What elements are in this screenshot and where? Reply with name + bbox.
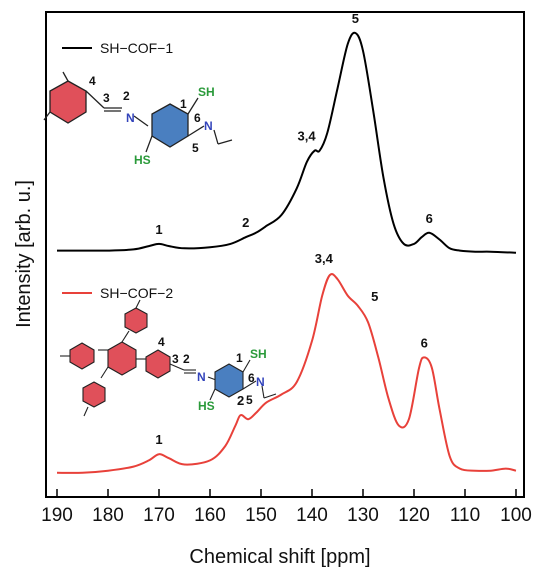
mol2-left-ring bbox=[69, 342, 95, 370]
peak-label: 2 bbox=[237, 393, 244, 408]
legend-label-cof2: SH−COF−2 bbox=[100, 285, 173, 301]
mol2-stub-top bbox=[135, 299, 141, 309]
peak-label: 3,4 bbox=[315, 251, 334, 266]
x-axis-title: Chemical shift [ppm] bbox=[189, 546, 370, 568]
molecule-cof2 bbox=[60, 299, 277, 417]
mol2-num-6: 6 bbox=[248, 371, 255, 385]
mol1-n-atom: N bbox=[126, 111, 135, 125]
mol2-sh-bond bbox=[242, 359, 251, 373]
mol1-tail-2 bbox=[217, 139, 233, 145]
mol1-c-bond bbox=[85, 90, 105, 109]
mol2-bond-top bbox=[121, 330, 130, 343]
mol2-right-ring bbox=[145, 349, 171, 379]
mol2-n-atom: N bbox=[197, 370, 206, 384]
peak-label: 5 bbox=[371, 289, 378, 304]
series-layer bbox=[56, 31, 517, 474]
series-line-1 bbox=[57, 31, 517, 254]
mol2-center-ring bbox=[107, 341, 137, 376]
peak-label: 3,4 bbox=[298, 129, 317, 144]
peak-label: 6 bbox=[426, 211, 433, 226]
mol1-num-5: 5 bbox=[192, 141, 199, 155]
series-line-2 bbox=[56, 273, 517, 474]
peak-label: 1 bbox=[155, 222, 162, 237]
peak-label: 2 bbox=[242, 215, 249, 230]
molecule-cof1 bbox=[43, 71, 233, 153]
legend-label-cof1: SH−COF−1 bbox=[100, 40, 173, 56]
mol1-stub-bottom bbox=[43, 111, 51, 121]
mol2-stub-bottom bbox=[83, 406, 89, 417]
mol1-num-4: 4 bbox=[89, 74, 96, 88]
mol1-red-ring bbox=[49, 80, 87, 124]
mol2-top-ring bbox=[124, 307, 148, 334]
mol1-tail-1 bbox=[213, 129, 219, 145]
mol1-n2-bond bbox=[187, 125, 205, 137]
legend-cof1: SH−COF−1 bbox=[62, 40, 173, 56]
mol1-sh-bond bbox=[187, 97, 199, 115]
mol2-hs-atom: HS bbox=[198, 399, 215, 413]
mol2-n2-atom: N bbox=[256, 375, 265, 389]
x-tick-label: 100 bbox=[500, 505, 532, 526]
mol2-num-3: 3 bbox=[172, 352, 179, 366]
mol1-n2-atom: N bbox=[204, 119, 213, 133]
mol2-tail-2 bbox=[263, 393, 277, 399]
x-tick-label: 120 bbox=[398, 505, 430, 526]
mol2-n2-bond bbox=[242, 380, 257, 390]
x-tick-label: 140 bbox=[296, 505, 328, 526]
x-tick-label: 150 bbox=[245, 505, 277, 526]
y-axis-title: Intensity [arb. u.] bbox=[13, 180, 35, 328]
mol1-stub-top bbox=[62, 71, 69, 82]
x-tick-label: 130 bbox=[347, 505, 379, 526]
x-tick-label: 110 bbox=[450, 505, 480, 526]
x-tick-label: 170 bbox=[143, 505, 175, 526]
mol2-tail-1 bbox=[261, 385, 265, 399]
mol2-num-4: 4 bbox=[158, 335, 165, 349]
mol2-hs-bond bbox=[209, 388, 216, 401]
mol2-bottom-ring bbox=[82, 381, 106, 408]
mol1-num-2: 2 bbox=[123, 89, 130, 103]
mol2-num-5: 5 bbox=[246, 393, 253, 407]
mol2-c-bond bbox=[169, 363, 185, 371]
mol1-n-bond bbox=[133, 115, 149, 127]
mol1-num-1: 1 bbox=[180, 97, 187, 111]
x-axis-ticks: 190 180 170 160 150 140 130 120 110 100 bbox=[41, 489, 532, 526]
x-tick-label: 190 bbox=[41, 505, 73, 526]
mol2-blue-ring bbox=[214, 363, 244, 398]
mol1-sh-atom: SH bbox=[198, 85, 215, 99]
mol2-num-2: 2 bbox=[183, 352, 190, 366]
peak-label: 1 bbox=[155, 432, 162, 447]
plot-frame bbox=[45, 11, 525, 498]
molecule-cof1-labels: 4 3 2 N 1 SH 6 N 5 HS bbox=[89, 74, 215, 167]
molecule-cof2-labels: 4 3 2 N 1 SH 6 N 5 HS bbox=[158, 335, 267, 413]
legend-cof2: SH−COF−2 bbox=[62, 285, 173, 301]
mol1-num-6: 6 bbox=[194, 111, 201, 125]
mol1-num-3: 3 bbox=[103, 91, 110, 105]
mol2-num-1: 1 bbox=[236, 351, 243, 365]
mol2-sh-atom: SH bbox=[250, 347, 267, 361]
peak-label: 5 bbox=[352, 11, 359, 26]
mol1-hs-atom: HS bbox=[134, 153, 151, 167]
x-tick-label: 160 bbox=[194, 505, 226, 526]
mol2-bond-bottom bbox=[100, 366, 109, 379]
peak-label: 6 bbox=[421, 335, 428, 350]
x-tick-label: 180 bbox=[92, 505, 124, 526]
mol1-hs-bond bbox=[145, 135, 153, 153]
